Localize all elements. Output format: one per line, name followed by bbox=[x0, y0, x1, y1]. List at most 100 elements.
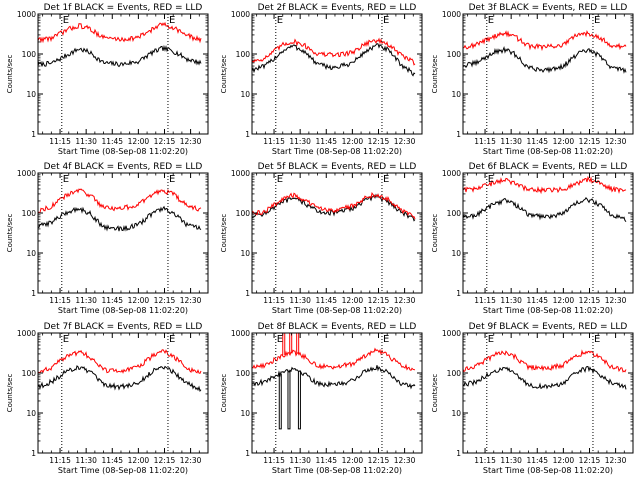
x-axis-label: Start Time (08-Sep-08 11:02:20) bbox=[272, 306, 402, 315]
x-tick-label: 12:00 bbox=[553, 137, 575, 146]
x-tick-label: 12:00 bbox=[128, 137, 150, 146]
x-tick-label: 11:15 bbox=[263, 137, 285, 146]
x-tick-label: 11:45 bbox=[315, 456, 337, 465]
x-tick-label: 11:15 bbox=[474, 137, 496, 146]
x-tick-label: 11:30 bbox=[75, 137, 97, 146]
y-tick-label: 10 bbox=[240, 90, 250, 99]
y-tick-label: 10 bbox=[240, 409, 250, 418]
y-axis-label: Counts/sec bbox=[431, 374, 439, 413]
panel-title: Det 8f BLACK = Events, RED = LLD bbox=[258, 322, 417, 332]
x-tick-label: 11:30 bbox=[500, 456, 522, 465]
detector-panel-7f: Det 7f BLACK = Events, RED = LLD E E 1 10 100… bbox=[6, 322, 209, 475]
series-line-events bbox=[251, 365, 416, 390]
y-tick-label: 10 bbox=[26, 409, 36, 418]
y-tick-label: 1000 bbox=[442, 10, 461, 19]
x-tick-label: 11:30 bbox=[289, 296, 311, 305]
panel-title: Det 5f BLACK = Events, RED = LLD bbox=[258, 162, 417, 172]
spike-lld-2 bbox=[296, 332, 300, 354]
event-marker-label: E bbox=[594, 174, 600, 185]
panel-title: Det 6f BLACK = Events, RED = LLD bbox=[469, 162, 628, 172]
event-marker-label: E bbox=[594, 15, 600, 26]
event-marker-label: E bbox=[488, 174, 494, 185]
series-line-events bbox=[462, 45, 627, 74]
x-tick-label: 12:15 bbox=[368, 137, 390, 146]
series-line-lld bbox=[251, 192, 416, 220]
panel-title: Det 9f BLACK = Events, RED = LLD bbox=[469, 322, 628, 332]
plot-frame bbox=[37, 332, 209, 454]
y-tick-label: 1000 bbox=[231, 329, 250, 338]
x-tick-label: 12:00 bbox=[342, 456, 364, 465]
y-tick-label: 100 bbox=[236, 369, 251, 378]
y-tick-label: 1 bbox=[31, 289, 36, 298]
x-tick-label: 12:15 bbox=[368, 456, 390, 465]
plot-frame bbox=[37, 13, 209, 135]
y-axis-label: Counts/sec bbox=[220, 55, 228, 94]
event-marker-label: E bbox=[169, 334, 175, 345]
x-axis-label: Start Time (08-Sep-08 11:02:20) bbox=[58, 306, 188, 315]
series-line-events bbox=[251, 43, 416, 77]
spike-events-0 bbox=[278, 373, 282, 430]
plot-frame bbox=[37, 172, 209, 294]
x-tick-label: 11:15 bbox=[263, 296, 285, 305]
x-tick-label: 12:15 bbox=[368, 296, 390, 305]
event-marker-label: E bbox=[169, 174, 175, 185]
spike-events-2 bbox=[297, 370, 301, 430]
x-tick-label: 12:30 bbox=[605, 137, 627, 146]
x-tick-label: 12:30 bbox=[180, 296, 202, 305]
y-tick-label: 10 bbox=[451, 249, 461, 258]
detector-panel-2f: Det 2f BLACK = Events, RED = LLD E E 1 10 100… bbox=[220, 3, 423, 156]
event-marker-label: E bbox=[488, 15, 494, 26]
x-tick-label: 12:30 bbox=[180, 137, 202, 146]
event-marker-label: E bbox=[63, 174, 69, 185]
series-line-events bbox=[462, 196, 627, 223]
x-tick-label: 11:45 bbox=[315, 296, 337, 305]
plot-frame bbox=[251, 13, 423, 135]
y-tick-label: 10 bbox=[451, 90, 461, 99]
series-line-events bbox=[37, 44, 202, 68]
x-tick-label: 11:15 bbox=[263, 456, 285, 465]
series-line-events bbox=[37, 205, 202, 232]
y-tick-label: 100 bbox=[236, 50, 251, 59]
series-line-lld bbox=[251, 37, 416, 66]
event-marker-label: E bbox=[277, 174, 283, 185]
x-tick-label: 12:00 bbox=[128, 296, 150, 305]
plot-frame bbox=[251, 332, 423, 454]
y-axis-label: Counts/sec bbox=[6, 55, 14, 94]
y-tick-label: 1000 bbox=[442, 329, 461, 338]
y-tick-label: 100 bbox=[447, 369, 462, 378]
x-tick-label: 12:30 bbox=[605, 296, 627, 305]
event-marker-label: E bbox=[383, 15, 389, 26]
detector-panel-3f: Det 3f BLACK = Events, RED = LLD E E 1 10 100… bbox=[431, 3, 634, 156]
y-tick-label: 1000 bbox=[17, 329, 36, 338]
x-tick-label: 11:45 bbox=[526, 137, 548, 146]
x-axis-label: Start Time (08-Sep-08 11:02:20) bbox=[483, 306, 613, 315]
y-tick-label: 1000 bbox=[231, 169, 250, 178]
x-tick-label: 11:30 bbox=[500, 137, 522, 146]
x-tick-label: 11:15 bbox=[49, 137, 71, 146]
y-tick-label: 1 bbox=[456, 289, 461, 298]
y-tick-label: 1000 bbox=[17, 169, 36, 178]
panel-title: Det 1f BLACK = Events, RED = LLD bbox=[44, 3, 203, 13]
x-tick-label: 12:00 bbox=[342, 137, 364, 146]
detector-panel-8f: Det 8f BLACK = Events, RED = LLD E E 1 10 100… bbox=[220, 322, 423, 475]
y-axis-label: Counts/sec bbox=[220, 374, 228, 413]
x-tick-label: 11:45 bbox=[526, 456, 548, 465]
y-tick-label: 100 bbox=[236, 209, 251, 218]
x-tick-label: 12:15 bbox=[579, 456, 601, 465]
event-marker-label: E bbox=[277, 15, 283, 26]
y-tick-label: 10 bbox=[451, 409, 461, 418]
detector-panel-6f: Det 6f BLACK = Events, RED = LLD E E 1 10 100… bbox=[431, 162, 634, 315]
y-axis-label: Counts/sec bbox=[220, 214, 228, 253]
y-tick-label: 1 bbox=[245, 289, 250, 298]
y-tick-label: 1000 bbox=[17, 10, 36, 19]
series-line-events bbox=[251, 193, 416, 222]
x-tick-label: 11:15 bbox=[49, 296, 71, 305]
panel-title: Det 2f BLACK = Events, RED = LLD bbox=[258, 3, 417, 13]
event-marker-label: E bbox=[277, 334, 283, 345]
y-tick-label: 1 bbox=[456, 449, 461, 458]
x-tick-label: 12:15 bbox=[154, 137, 176, 146]
series-line-lld bbox=[251, 347, 416, 371]
y-tick-label: 100 bbox=[447, 50, 462, 59]
series-line-lld bbox=[37, 349, 202, 374]
event-marker-label: E bbox=[488, 334, 494, 345]
